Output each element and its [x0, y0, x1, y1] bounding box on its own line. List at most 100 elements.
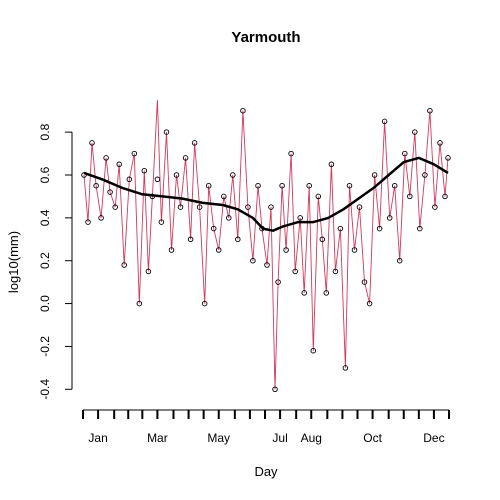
x-axis: Jan Mar May Jul Aug Oct Dec — [82, 409, 450, 445]
data-point — [356, 204, 363, 210]
data-point — [201, 300, 208, 307]
x-tick-label: May — [207, 431, 230, 445]
chart-title: Yarmouth — [231, 29, 300, 46]
data-point — [196, 204, 203, 210]
data-point — [402, 150, 408, 157]
x-tick-label: Jul — [272, 431, 287, 445]
y-tick-label: -0.4 — [38, 379, 52, 400]
data-point — [292, 268, 298, 275]
data-point — [226, 215, 232, 221]
data-point — [337, 225, 344, 232]
data-point — [210, 225, 217, 232]
data-point — [215, 247, 222, 253]
data-point — [381, 118, 388, 125]
x-tick-label: Aug — [301, 431, 322, 445]
data-point — [235, 236, 241, 243]
data-point — [255, 182, 261, 189]
data-point — [297, 215, 303, 221]
data-point — [437, 140, 443, 146]
y-tick-label: -0.2 — [38, 336, 52, 357]
y-tick-label: 0.2 — [38, 252, 52, 269]
data-point — [191, 140, 198, 146]
data-point — [103, 155, 109, 161]
data-point — [205, 182, 212, 189]
data-point — [376, 225, 383, 232]
data-point — [112, 204, 118, 210]
raw-series-polyline — [83, 99, 449, 390]
data-point — [361, 279, 368, 285]
data-point — [141, 167, 148, 174]
x-tick-label: Mar — [147, 431, 168, 445]
data-point — [386, 215, 393, 221]
smooth-trend-polyline — [83, 156, 449, 232]
data-point — [93, 182, 99, 189]
data-point — [315, 193, 322, 200]
data-point — [145, 268, 152, 275]
data-point — [283, 247, 289, 253]
data-point — [422, 172, 428, 178]
data-point — [332, 268, 339, 275]
data-point — [264, 262, 270, 268]
data-point — [272, 386, 278, 393]
smooth-trend-line — [83, 156, 449, 232]
data-points — [81, 107, 451, 393]
data-point — [221, 193, 227, 200]
data-point — [396, 257, 403, 264]
data-point — [158, 219, 165, 225]
y-axis: -0.4 -0.2 0.0 0.2 0.4 0.6 0.8 — [38, 123, 73, 400]
data-point — [407, 193, 413, 200]
data-point — [427, 107, 433, 114]
data-point — [163, 129, 170, 135]
data-point — [432, 204, 438, 210]
y-tick-label: 0.4 — [38, 209, 52, 226]
data-point — [85, 219, 91, 225]
data-point — [391, 182, 398, 189]
data-point — [168, 247, 175, 253]
data-point — [275, 279, 281, 285]
data-point — [116, 161, 122, 168]
y-tick-label: 0.6 — [38, 166, 52, 183]
data-point — [279, 182, 285, 189]
data-point — [250, 257, 256, 264]
data-point — [154, 176, 161, 183]
y-tick-label: 0.0 — [38, 295, 52, 312]
data-point — [98, 215, 104, 221]
data-point — [230, 172, 236, 178]
data-point — [323, 290, 330, 296]
data-point — [371, 172, 378, 178]
data-point — [121, 262, 127, 268]
raw-series-line — [83, 99, 449, 390]
data-point — [89, 140, 95, 146]
data-point — [412, 129, 418, 135]
data-point — [107, 189, 113, 195]
data-point — [445, 155, 451, 161]
x-axis-label: Day — [254, 464, 278, 479]
data-point — [417, 225, 423, 232]
data-point — [268, 204, 274, 210]
y-axis-label: log10(mm) — [6, 231, 21, 293]
data-point — [346, 182, 353, 189]
y-tick-label: 0.8 — [38, 123, 52, 140]
data-point — [288, 150, 294, 157]
data-point — [301, 290, 307, 296]
data-point — [173, 172, 180, 178]
data-point — [442, 193, 448, 200]
data-point — [131, 150, 138, 157]
data-point — [182, 155, 189, 161]
data-point — [319, 236, 326, 243]
data-point — [245, 204, 251, 210]
data-point — [187, 236, 194, 243]
data-point — [351, 247, 358, 253]
data-point — [240, 107, 246, 114]
data-point — [366, 300, 373, 307]
data-point — [310, 347, 317, 354]
data-point — [328, 161, 335, 168]
data-point — [126, 176, 133, 183]
x-tick-label: Dec — [423, 431, 444, 445]
x-tick-label: Oct — [363, 431, 382, 445]
data-point — [306, 182, 312, 189]
data-point — [177, 204, 184, 210]
x-tick-label: Jan — [88, 431, 107, 445]
data-point — [136, 300, 143, 307]
